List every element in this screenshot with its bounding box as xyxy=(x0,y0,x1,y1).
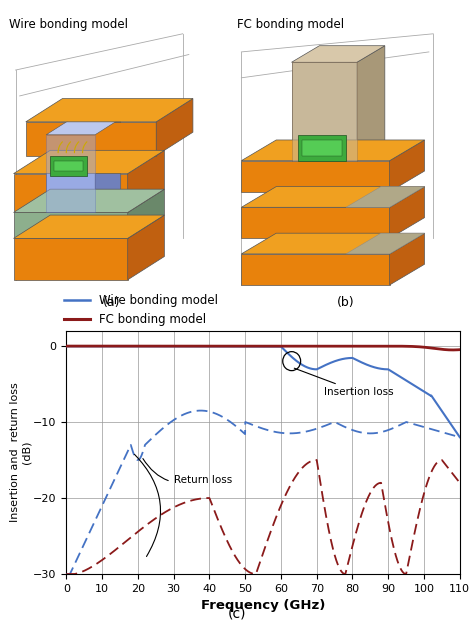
Text: Insertion loss: Insertion loss xyxy=(294,368,393,397)
Polygon shape xyxy=(292,46,385,62)
Polygon shape xyxy=(241,140,425,161)
Polygon shape xyxy=(302,140,342,155)
Polygon shape xyxy=(14,150,164,173)
Polygon shape xyxy=(46,119,121,135)
Polygon shape xyxy=(50,155,87,176)
Text: FC bonding model: FC bonding model xyxy=(237,18,344,31)
Polygon shape xyxy=(346,233,425,254)
Polygon shape xyxy=(346,187,425,207)
Polygon shape xyxy=(390,140,425,192)
Polygon shape xyxy=(14,238,128,280)
Polygon shape xyxy=(241,233,425,254)
Polygon shape xyxy=(390,187,425,238)
Polygon shape xyxy=(357,46,385,161)
Polygon shape xyxy=(128,215,164,280)
Polygon shape xyxy=(298,135,346,161)
Polygon shape xyxy=(241,254,390,285)
Polygon shape xyxy=(46,135,95,212)
Polygon shape xyxy=(390,233,425,285)
Text: (a): (a) xyxy=(103,296,120,309)
Polygon shape xyxy=(14,215,164,238)
X-axis label: Frequency (GHz): Frequency (GHz) xyxy=(201,600,325,612)
Polygon shape xyxy=(14,212,128,238)
Text: (c): (c) xyxy=(228,607,246,621)
Legend: Wire bonding model, FC bonding model: Wire bonding model, FC bonding model xyxy=(64,295,218,326)
Polygon shape xyxy=(241,187,425,207)
Polygon shape xyxy=(128,150,164,212)
Polygon shape xyxy=(241,161,390,192)
Polygon shape xyxy=(292,62,357,161)
Text: Return loss: Return loss xyxy=(143,459,232,485)
Polygon shape xyxy=(26,99,193,122)
Polygon shape xyxy=(14,173,128,212)
Polygon shape xyxy=(55,161,83,171)
Polygon shape xyxy=(241,207,390,238)
Text: (b): (b) xyxy=(337,296,355,309)
Polygon shape xyxy=(292,62,357,161)
Polygon shape xyxy=(26,122,156,155)
Polygon shape xyxy=(156,99,193,155)
Polygon shape xyxy=(46,135,95,212)
Polygon shape xyxy=(14,189,164,212)
Polygon shape xyxy=(95,119,121,212)
Text: Wire bonding model: Wire bonding model xyxy=(9,18,128,31)
Y-axis label: Insertion and  return loss
(dB): Insertion and return loss (dB) xyxy=(10,383,32,522)
Polygon shape xyxy=(128,189,164,238)
